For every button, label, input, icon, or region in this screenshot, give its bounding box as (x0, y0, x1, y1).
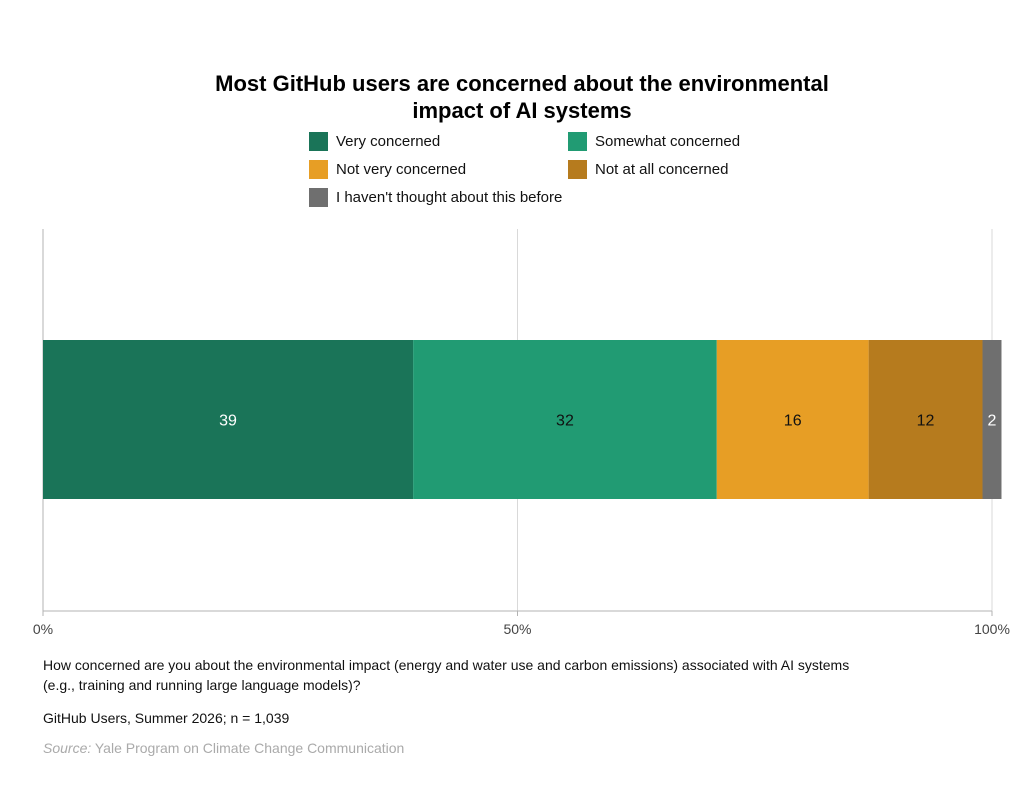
legend-label: I haven't thought about this before (336, 189, 563, 206)
bar-segment (43, 340, 414, 499)
legend-item-somewhat-concerned: Somewhat concerned (568, 132, 740, 151)
legend-item-not-at-all-concerned: Not at all concerned (568, 160, 728, 179)
chart-title-line-2: impact of AI systems (412, 98, 632, 123)
bar-segment (413, 340, 717, 499)
source-note: Source: Yale Program on Climate Change C… (43, 738, 404, 758)
bar-data-label: 32 (556, 413, 574, 430)
legend-swatch (568, 132, 587, 151)
legend-swatch (309, 160, 328, 179)
bar-segment (982, 340, 1002, 499)
bar-data-label: 12 (917, 413, 935, 430)
legend-item-very-concerned: Very concerned (309, 132, 440, 151)
x-tick-label: 0% (33, 621, 53, 637)
legend-label: Very concerned (336, 133, 441, 150)
source-text: Yale Program on Climate Change Communica… (91, 740, 405, 756)
chart-plot: 0% 50% 100% 39 32 16 12 2 (33, 229, 1010, 637)
chart-title: Most GitHub users are concerned about th… (0, 70, 1024, 124)
x-tick-label: 100% (974, 621, 1010, 637)
legend-label: Not at all concerned (595, 161, 729, 178)
bar-data-label: 16 (784, 413, 802, 430)
chart-title-line-1: Most GitHub users are concerned about th… (215, 71, 829, 96)
legend-swatch (568, 160, 587, 179)
bar-segment (868, 340, 983, 499)
survey-question: How concerned are you about the environm… (43, 657, 850, 693)
bar-data-label: 2 (988, 413, 997, 430)
legend-label: Not very concerned (336, 161, 467, 178)
bar-segment (716, 340, 869, 499)
bar-data-label: 39 (219, 413, 237, 430)
legend-item-havent-thought: I haven't thought about this before (309, 188, 562, 207)
legend-swatch (309, 188, 328, 207)
x-tick-label: 50% (503, 621, 531, 637)
legend-label: Somewhat concerned (595, 133, 741, 150)
source-label: Source: (43, 740, 92, 756)
sample-description: GitHub Users, Summer 2026; n = 1,039 (43, 710, 290, 726)
legend-swatch (309, 132, 328, 151)
legend-item-not-very-concerned: Not very concerned (309, 160, 466, 179)
